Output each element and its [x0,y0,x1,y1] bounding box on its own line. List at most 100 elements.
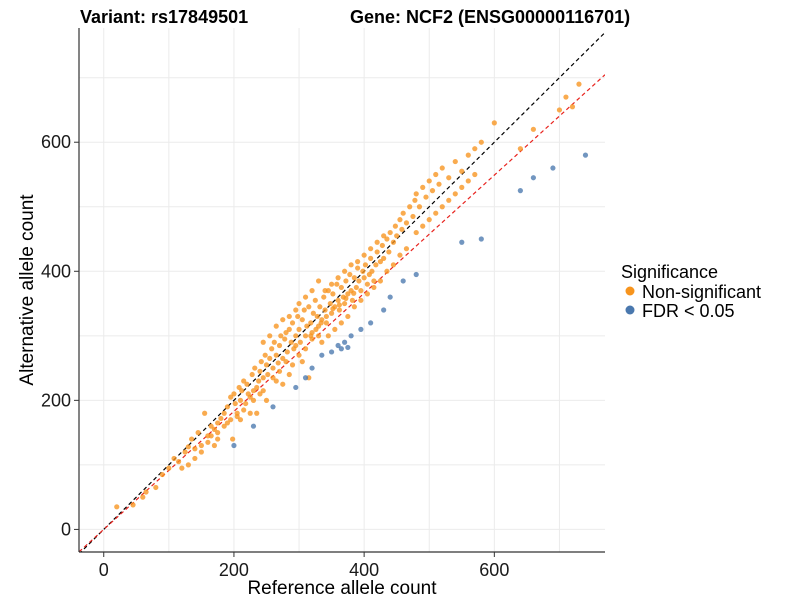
point-non-significant-114 [384,236,390,242]
point-non-significant-73 [314,313,320,320]
point-non-significant-32 [247,394,253,400]
point-non-significant-55 [284,349,290,355]
point-non-significant-164 [377,278,384,284]
point-non-significant-42 [263,362,270,368]
point-non-significant-228 [472,171,478,178]
point-non-significant-85 [334,281,340,287]
point-non-significant-139 [465,152,471,158]
chart-title-right: Gene: NCF2 (ENSG00000116701) [350,7,630,27]
point-non-significant-4 [166,465,172,471]
point-non-significant-17 [218,415,224,422]
point-non-significant-210 [276,368,283,374]
point-non-significant-88 [338,284,344,291]
point-fdr-21 [338,346,344,352]
point-non-significant-107 [369,268,375,274]
point-non-significant-194 [355,259,361,265]
point-non-significant-16 [215,420,221,426]
point-non-significant-26 [237,397,244,403]
point-non-significant-237 [286,313,292,320]
chart-title-left: Variant: rs17849501 [80,7,248,27]
legend-label-non-significant: Non-significant [642,282,761,302]
x-axis-title: Reference allele count [247,578,437,599]
point-non-significant-106 [368,255,374,261]
point-non-significant-28 [241,378,247,384]
point-non-significant-216 [221,423,227,429]
x-tick-label-400: 400 [349,560,379,580]
point-non-significant-36 [254,384,260,391]
point-non-significant-158 [338,320,344,326]
point-non-significant-102 [361,275,367,281]
point-non-significant-221 [426,217,432,223]
reference-line-fit [79,74,605,552]
point-non-significant-174 [289,362,296,368]
point-non-significant-179 [237,417,244,423]
point-non-significant-129 [420,184,426,190]
point-fdr-11 [387,294,393,300]
point-non-significant-110 [374,249,380,255]
point-non-significant-196 [368,246,374,252]
point-non-significant-33 [249,371,255,378]
point-non-significant-136 [446,175,452,181]
point-non-significant-29 [243,400,249,407]
point-fdr-6 [342,339,348,345]
point-non-significant-71 [310,310,316,316]
point-non-significant-195 [361,252,367,258]
point-non-significant-142 [491,120,497,126]
point-non-significant-39 [258,359,264,365]
point-non-significant-115 [386,249,392,255]
point-non-significant-134 [436,181,442,187]
y-tick-label-600: 600 [41,132,71,152]
point-fdr-15 [478,236,484,242]
point-non-significant-203 [318,320,324,326]
reference-line-identity [80,32,605,552]
y-tick-label-0: 0 [61,519,71,539]
point-fdr-5 [335,342,341,349]
point-non-significant-231 [309,288,315,294]
point-non-significant-14 [208,423,214,429]
point-non-significant-175 [296,352,302,358]
point-non-significant-172 [260,388,266,394]
point-non-significant-153 [299,359,305,365]
point-fdr-0 [231,442,237,449]
point-non-significant-37 [256,378,262,384]
point-non-significant-165 [384,268,390,274]
point-non-significant-57 [288,339,294,345]
point-non-significant-104 [364,281,370,287]
point-non-significant-60 [293,333,299,339]
point-non-significant-44 [267,355,273,362]
point-non-significant-77 [321,294,327,300]
point-non-significant-51 [278,333,284,339]
point-non-significant-54 [283,329,289,336]
point-non-significant-189 [322,288,328,294]
point-fdr-16 [517,188,523,194]
point-non-significant-166 [390,262,397,268]
point-non-significant-220 [420,223,426,229]
legend-marker-non-significant [625,286,635,296]
point-non-significant-130 [423,194,429,200]
point-non-significant-34 [250,388,257,394]
point-fdr-17 [530,175,536,181]
point-non-significant-123 [403,220,410,226]
point-non-significant-170 [273,378,279,384]
point-non-significant-0 [114,504,120,510]
point-non-significant-65 [301,307,307,313]
point-non-significant-169 [263,397,270,403]
point-non-significant-82 [328,310,335,316]
point-non-significant-225 [452,191,458,197]
point-non-significant-58 [289,320,296,326]
point-non-significant-23 [232,400,238,407]
point-non-significant-98 [355,265,361,271]
point-fdr-12 [400,278,406,284]
legend: Significance Non-significant FDR < 0.05 [621,262,761,321]
point-non-significant-56 [286,326,292,332]
point-non-significant-155 [319,339,325,345]
point-non-significant-163 [371,284,377,291]
point-non-significant-64 [299,317,305,323]
point-non-significant-146 [563,94,569,100]
point-non-significant-43 [265,371,271,378]
point-non-significant-190 [328,281,335,287]
point-non-significant-230 [302,294,309,300]
point-non-significant-143 [517,146,523,152]
point-non-significant-185 [140,494,146,500]
y-tick-label-200: 200 [41,390,71,410]
